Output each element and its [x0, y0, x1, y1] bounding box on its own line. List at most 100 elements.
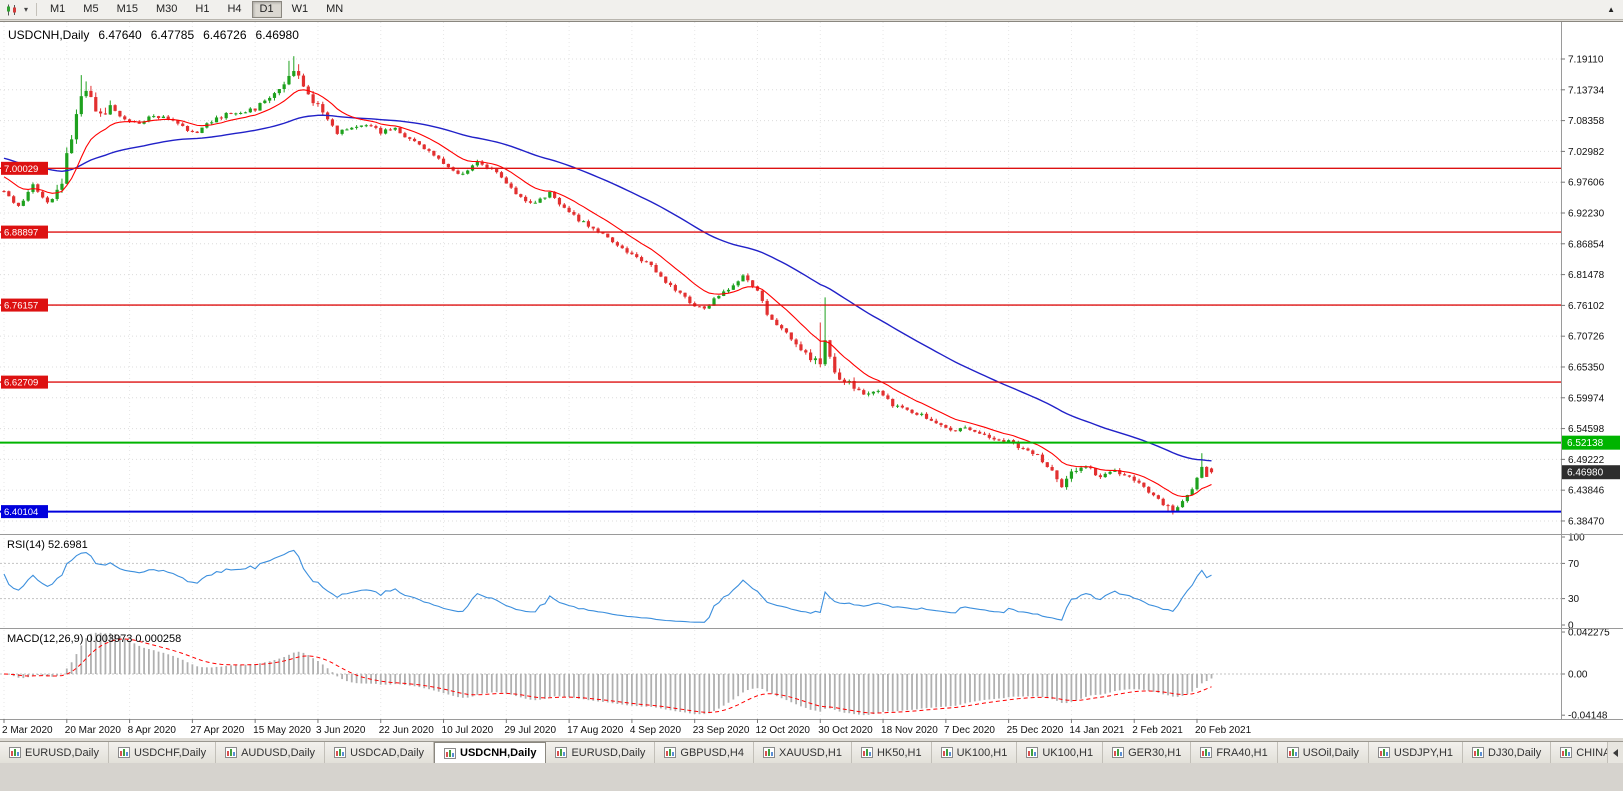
chart-tab[interactable]: USDCNH,Daily [434, 742, 547, 763]
chart-type-dropdown-icon[interactable]: ▾ [24, 5, 29, 14]
chart-tab-label: USDCAD,Daily [350, 746, 425, 759]
chart-tab[interactable]: EURUSD,Daily [0, 742, 109, 763]
svg-text:0: 0 [1568, 621, 1574, 632]
chart-tab-label: DJ30,Daily [1488, 746, 1542, 759]
chart-window[interactable]: 100 70 30 0 0.042275 0.00 -0.04148 7.19110 7.137… [0, 21, 1623, 738]
chart-tab[interactable]: GBPUSD,H4 [655, 742, 754, 763]
svg-text:6.59974: 6.59974 [1568, 393, 1605, 404]
date-axis[interactable]: 2 Mar 2020 20 Mar 2020 8 Apr 2020 27 Apr 20… [2, 719, 1252, 736]
chart-tab-icon [225, 747, 238, 758]
chart-tab-icon [1112, 747, 1125, 758]
chart-tab-icon [940, 747, 953, 758]
macd-signal-line [3, 638, 1212, 714]
macd-histogram [7, 632, 1213, 716]
svg-text:6.88897: 6.88897 [4, 228, 38, 239]
timeframe-button-m30[interactable]: M30 [148, 1, 185, 18]
tab-scroll-left-icon[interactable] [1607, 742, 1623, 763]
svg-text:6.49222: 6.49222 [1568, 455, 1605, 466]
chart-tab-icon [555, 747, 568, 758]
chart-tab-label: UK100,H1 [956, 746, 1008, 759]
level-price-badge: 6.88897 [1, 225, 48, 239]
chart-tab[interactable]: USDCAD,Daily [325, 742, 435, 763]
timeframe-buttons: M1 M5 M15 M30 H1 H4 D1 W1 MN [42, 1, 351, 18]
chart-tab[interactable]: USDJPY,H1 [1368, 742, 1464, 763]
svg-text:18 Nov 2020: 18 Nov 2020 [881, 725, 938, 736]
chart-tab-label: GER30,H1 [1128, 746, 1182, 759]
timeframe-button-m1[interactable]: M1 [42, 1, 73, 18]
svg-text:25 Dec 2020: 25 Dec 2020 [1007, 725, 1064, 736]
svg-text:3 Jun 2020: 3 Jun 2020 [316, 725, 366, 736]
chart-tab[interactable]: UK100,H1 [931, 742, 1018, 763]
chart-tab-label: USDCHF,Daily [133, 746, 207, 759]
fast-ma-line [3, 89, 1212, 498]
svg-text:12 Oct 2020: 12 Oct 2020 [755, 725, 810, 736]
chart-canvas[interactable]: 100 70 30 00.042275 0.00 -0.04148 7.19110 7.137… [0, 22, 1623, 738]
svg-text:6.92230: 6.92230 [1568, 208, 1605, 219]
chart-tab[interactable]: GER30,H1 [1103, 742, 1192, 763]
svg-text:6.97606: 6.97606 [1568, 178, 1605, 189]
chart-tab[interactable]: HK50,H1 [851, 742, 932, 763]
svg-text:10 Jul 2020: 10 Jul 2020 [442, 725, 494, 736]
chart-tab[interactable]: UK100,H1 [1017, 742, 1104, 763]
timeframe-button-m5[interactable]: M5 [75, 1, 106, 18]
chart-tab[interactable]: AUDUSD,Daily [216, 742, 326, 763]
svg-text:7.13734: 7.13734 [1568, 85, 1605, 96]
chart-tab-icon [1377, 747, 1390, 758]
chart-tab[interactable]: USOil,Daily [1277, 742, 1369, 763]
timeframe-button-mn[interactable]: MN [318, 1, 351, 18]
chart-type-icon[interactable] [4, 3, 21, 17]
svg-text:7.19110: 7.19110 [1568, 55, 1604, 66]
chart-tab[interactable]: CHINA300,H1 [1551, 742, 1607, 763]
chart-tab-label: FRA40,H1 [1216, 746, 1268, 759]
svg-text:6.54598: 6.54598 [1568, 424, 1605, 435]
chart-tab-label: AUDUSD,Daily [241, 746, 316, 759]
svg-text:70: 70 [1568, 559, 1580, 570]
svg-text:6.76102: 6.76102 [1568, 301, 1605, 312]
chart-tab[interactable]: EURUSD,Daily [546, 742, 656, 763]
svg-text:7.00029: 7.00029 [4, 164, 38, 175]
candlestick-chart[interactable]: 100 70 30 0 0.042275 0.00 -0.04148 7.19110 7.137… [0, 22, 1623, 738]
svg-text:27 Apr 2020: 27 Apr 2020 [190, 725, 244, 736]
scroll-up-icon[interactable]: ▲ [1607, 5, 1615, 14]
chart-tab-icon [1286, 747, 1299, 758]
timeframe-button-m15[interactable]: M15 [109, 1, 146, 18]
price-axis[interactable]: 7.19110 7.13734 7.08358 7.02982 6.97606 6.922… [1561, 55, 1605, 528]
macd-panel: 0.042275 0.00 -0.04148 [0, 628, 1610, 722]
svg-text:6.40104: 6.40104 [4, 507, 38, 518]
chart-tab-label: USDCNH,Daily [460, 747, 537, 759]
chart-tab-icon [1560, 747, 1573, 758]
timeframe-button-w1[interactable]: W1 [284, 1, 317, 18]
timeframe-button-h1[interactable]: H1 [187, 1, 217, 18]
svg-text:6.76157: 6.76157 [4, 301, 38, 312]
timeframe-button-h4[interactable]: H4 [219, 1, 249, 18]
svg-text:8 Apr 2020: 8 Apr 2020 [128, 725, 177, 736]
svg-text:22 Jun 2020: 22 Jun 2020 [379, 725, 434, 736]
svg-text:15 May 2020: 15 May 2020 [253, 725, 311, 736]
svg-text:20 Mar 2020: 20 Mar 2020 [65, 725, 122, 736]
chart-tab[interactable]: DJ30,Daily [1463, 742, 1552, 763]
chart-tab[interactable]: USDCHF,Daily [108, 742, 217, 763]
svg-text:23 Sep 2020: 23 Sep 2020 [693, 725, 750, 736]
level-price-badge: 6.52138 [1562, 435, 1620, 450]
svg-text:-0.04148: -0.04148 [1568, 711, 1608, 722]
svg-text:0.042275: 0.042275 [1568, 628, 1610, 639]
svg-text:7.02982: 7.02982 [1568, 147, 1605, 158]
chart-tab-label: UK100,H1 [1042, 746, 1094, 759]
level-price-badge: 6.40104 [1, 505, 48, 519]
level-price-badge: 6.62709 [1, 375, 48, 389]
chart-tab[interactable]: FRA40,H1 [1191, 742, 1278, 763]
chart-tab[interactable]: XAUUSD,H1 [753, 742, 852, 763]
timeframe-toolbar: ▾ M1 M5 M15 M30 H1 H4 D1 W1 MN ▲ [0, 0, 1623, 20]
svg-text:29 Jul 2020: 29 Jul 2020 [504, 725, 556, 736]
svg-text:30: 30 [1568, 594, 1580, 605]
timeframe-button-d1[interactable]: D1 [251, 1, 282, 18]
chart-tab-label: CHINA300,H1 [1576, 746, 1607, 759]
svg-text:6.70726: 6.70726 [1568, 332, 1605, 343]
svg-text:6.43846: 6.43846 [1568, 486, 1605, 497]
level-price-badge: 7.00029 [1, 161, 48, 175]
rsi-panel: 100 70 30 0 [0, 533, 1585, 632]
svg-text:7 Dec 2020: 7 Dec 2020 [944, 725, 996, 736]
svg-text:6.46980: 6.46980 [1567, 468, 1604, 479]
svg-text:30 Oct 2020: 30 Oct 2020 [818, 725, 873, 736]
current-price-badge: 6.46980 [1562, 465, 1620, 480]
